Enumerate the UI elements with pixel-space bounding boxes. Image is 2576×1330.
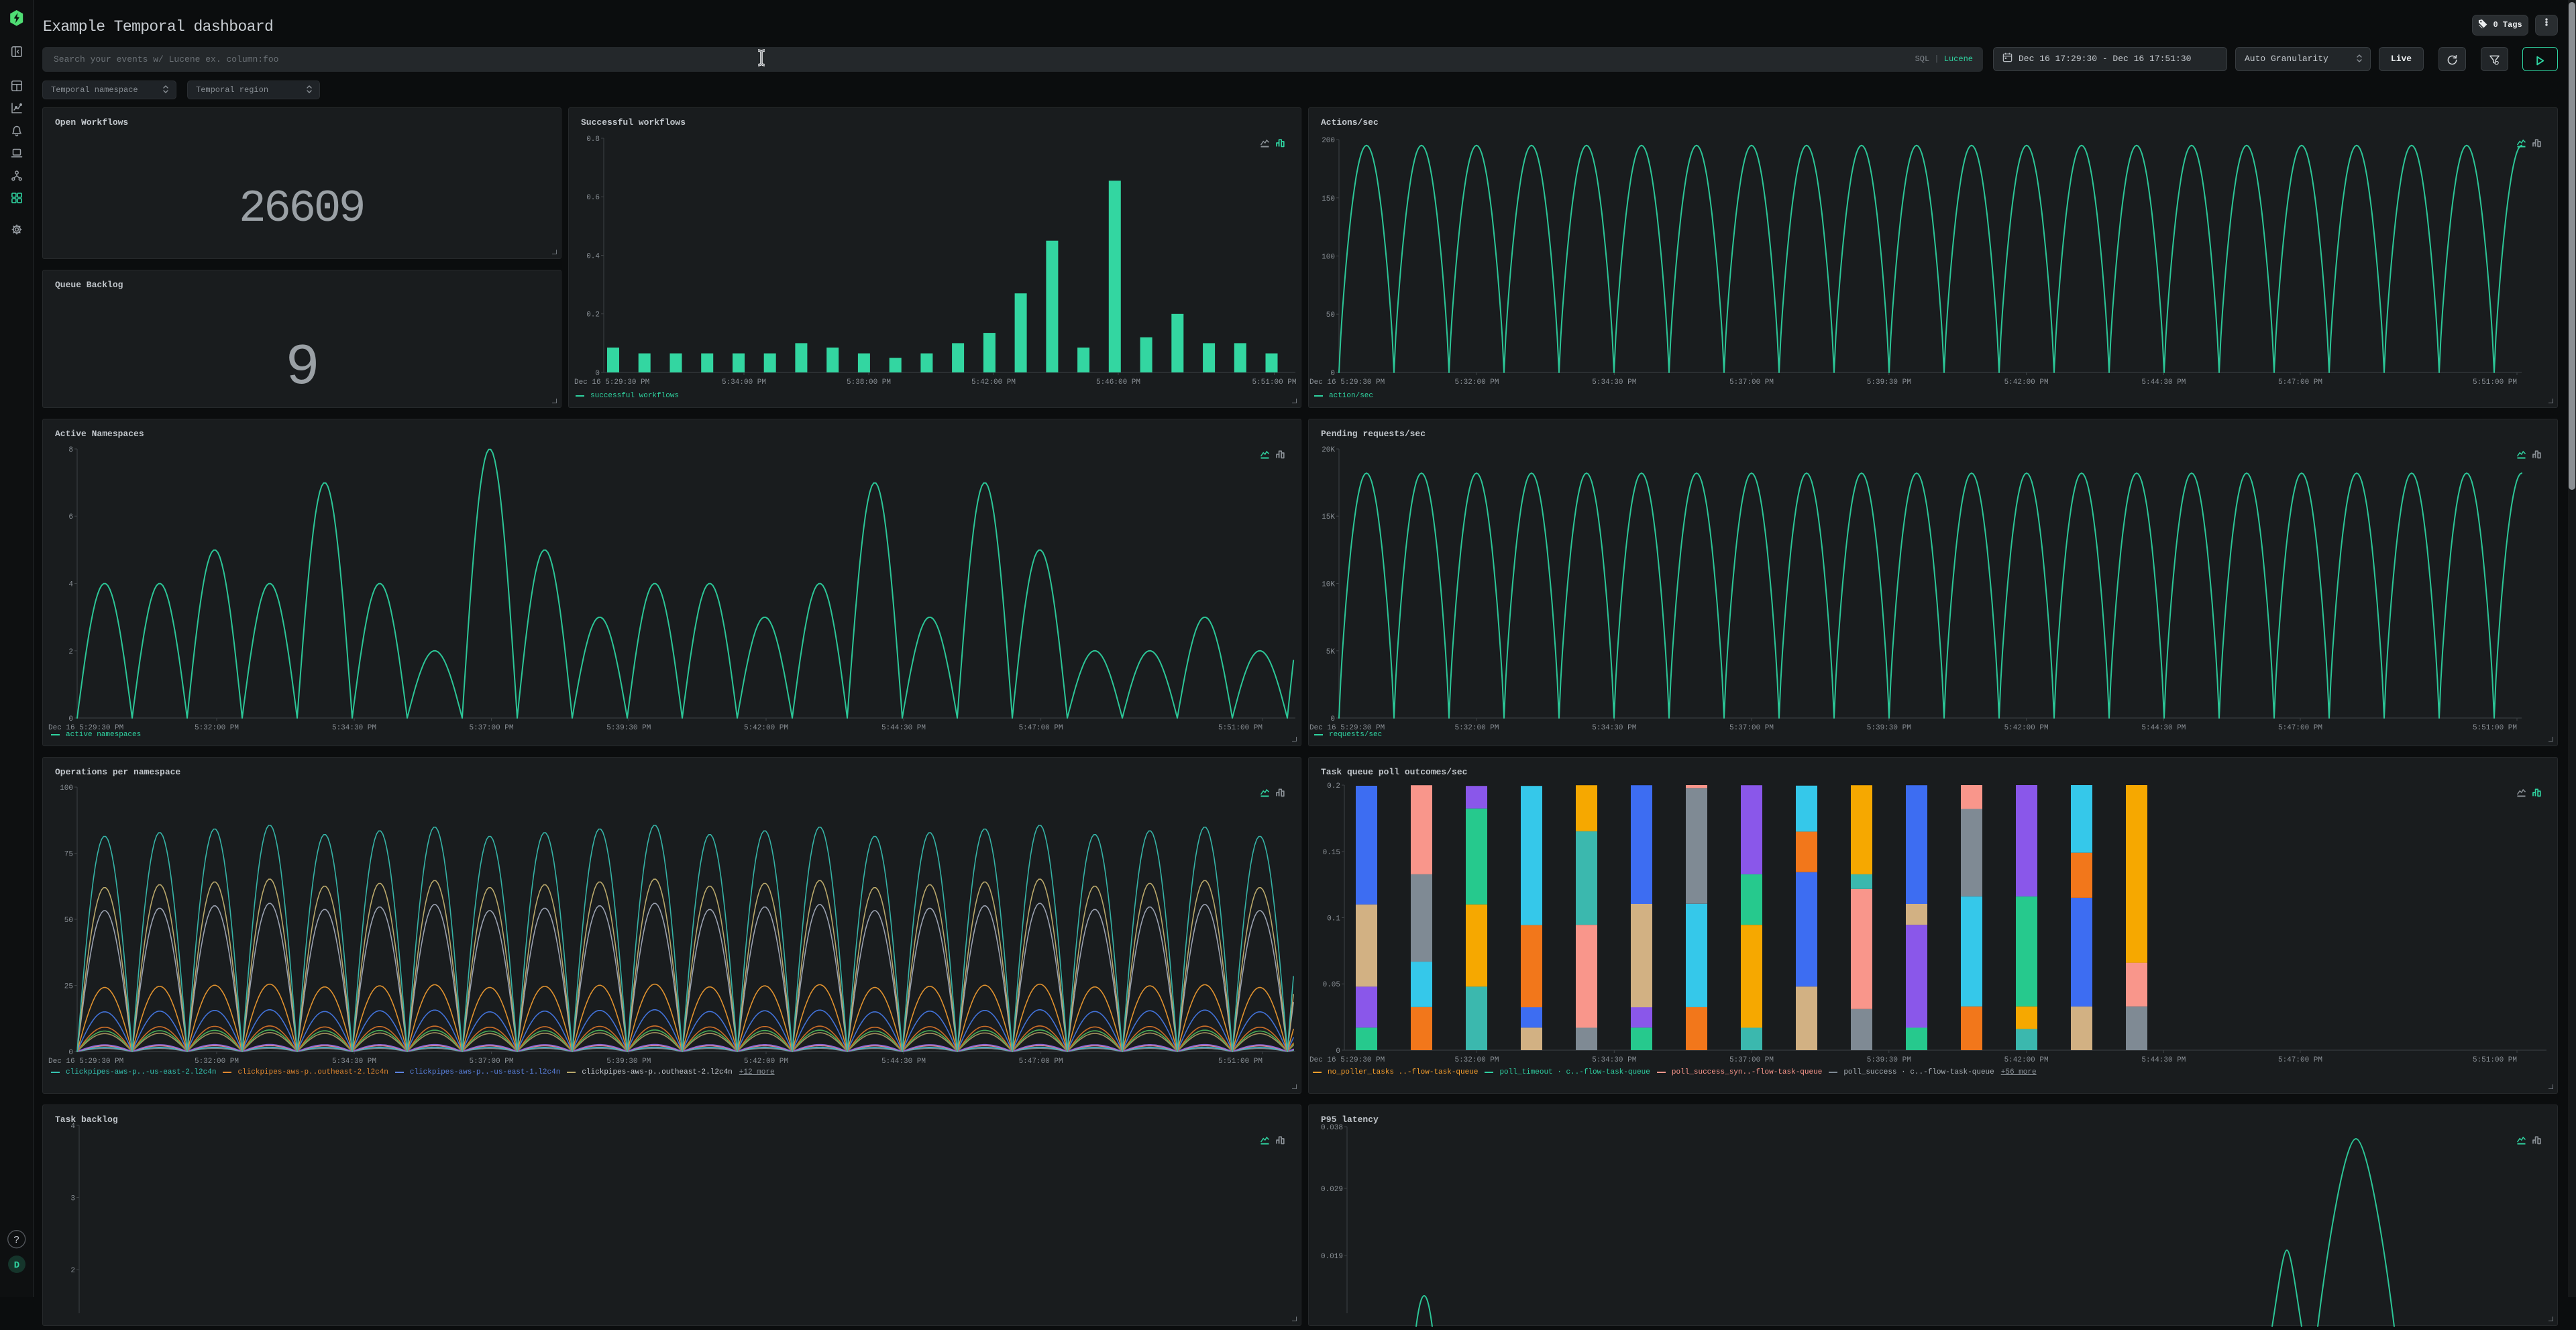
svg-text:5:32:00 PM: 5:32:00 PM [1454,378,1499,387]
svg-text:0.05: 0.05 [1323,981,1340,989]
svg-text:5:38:00 PM: 5:38:00 PM [847,378,891,387]
svg-text:5:32:00 PM: 5:32:00 PM [195,724,239,732]
svg-text:26609: 26609 [239,183,364,235]
svg-text:5:47:00 PM: 5:47:00 PM [1019,1058,1063,1066]
svg-text:100: 100 [1322,254,1335,262]
svg-text:15K: 15K [1322,513,1335,521]
svg-text:Dec 16 5:29:30 PM: Dec 16 5:29:30 PM [48,724,123,732]
svg-text:5:44:30 PM: 5:44:30 PM [2141,1056,2186,1064]
svg-text:5:37:00 PM: 5:37:00 PM [469,1058,513,1066]
svg-text:150: 150 [1322,195,1335,203]
svg-text:5:39:30 PM: 5:39:30 PM [1867,1056,1911,1064]
svg-text:5:34:00 PM: 5:34:00 PM [722,378,766,387]
svg-text:5:51:00 PM: 5:51:00 PM [1218,1058,1263,1066]
svg-text:5:42:00 PM: 5:42:00 PM [744,1058,788,1066]
svg-text:0.8: 0.8 [586,136,600,144]
svg-text:5K: 5K [1326,648,1336,656]
svg-text:Dec 16 5:29:30 PM: Dec 16 5:29:30 PM [48,1058,123,1066]
svg-text:5:34:30 PM: 5:34:30 PM [332,1058,376,1066]
svg-text:200: 200 [1322,137,1335,145]
svg-text:10K: 10K [1322,581,1335,589]
svg-text:5:37:00 PM: 5:37:00 PM [469,724,513,732]
svg-text:4: 4 [68,581,73,589]
svg-text:0.1: 0.1 [1327,915,1340,923]
svg-text:0.038: 0.038 [1321,1124,1343,1132]
svg-text:5:32:00 PM: 5:32:00 PM [1454,724,1499,732]
svg-text:5:37:00 PM: 5:37:00 PM [1729,1056,1774,1064]
svg-text:5:42:00 PM: 5:42:00 PM [2004,724,2049,732]
svg-text:0: 0 [1330,715,1335,723]
svg-text:0.6: 0.6 [586,194,600,202]
svg-text:0.019: 0.019 [1321,1253,1343,1261]
svg-text:5:51:00 PM: 5:51:00 PM [1218,724,1263,732]
svg-text:5:51:00 PM: 5:51:00 PM [2473,1056,2517,1064]
svg-text:100: 100 [60,784,73,792]
svg-text:9: 9 [285,335,320,401]
svg-text:0: 0 [1336,1047,1340,1056]
svg-text:5:32:00 PM: 5:32:00 PM [195,1058,239,1066]
svg-text:0: 0 [1330,370,1335,378]
svg-text:3: 3 [70,1195,75,1203]
svg-text:?: ? [13,1235,19,1246]
svg-text:5:34:30 PM: 5:34:30 PM [1592,1056,1636,1064]
svg-text:5:39:30 PM: 5:39:30 PM [1867,378,1911,387]
svg-text:20K: 20K [1322,446,1335,454]
svg-text:0.2: 0.2 [1327,782,1340,790]
svg-text:2: 2 [70,1267,75,1275]
svg-text:5:51:00 PM: 5:51:00 PM [2473,378,2517,387]
svg-text:Dec 16 5:29:30 PM: Dec 16 5:29:30 PM [574,378,649,387]
svg-text:5:37:00 PM: 5:37:00 PM [1729,724,1774,732]
svg-text:0.029: 0.029 [1321,1186,1343,1194]
svg-text:5:39:30 PM: 5:39:30 PM [1867,724,1911,732]
svg-text:5:34:30 PM: 5:34:30 PM [1592,724,1636,732]
svg-text:4: 4 [70,1123,75,1131]
svg-text:5:42:00 PM: 5:42:00 PM [2004,1056,2049,1064]
svg-text:2: 2 [68,648,73,656]
svg-text:5:47:00 PM: 5:47:00 PM [2278,724,2322,732]
svg-text:5:42:00 PM: 5:42:00 PM [2004,378,2049,387]
svg-text:50: 50 [64,917,73,925]
svg-text:0.4: 0.4 [586,253,600,261]
svg-text:Dec 16 5:29:30 PM: Dec 16 5:29:30 PM [1309,1056,1385,1064]
svg-text:5:37:00 PM: 5:37:00 PM [1729,378,1774,387]
svg-text:D: D [14,1260,19,1271]
svg-text:0.15: 0.15 [1323,849,1340,857]
svg-text:5:47:00 PM: 5:47:00 PM [2278,378,2322,387]
svg-text:5:44:30 PM: 5:44:30 PM [881,724,926,732]
svg-text:5:39:30 PM: 5:39:30 PM [606,1058,651,1066]
svg-text:50: 50 [1326,311,1335,319]
svg-text:5:47:00 PM: 5:47:00 PM [2278,1056,2322,1064]
svg-text:75: 75 [64,851,73,859]
svg-text:5:46:00 PM: 5:46:00 PM [1096,378,1140,387]
svg-text:5:44:30 PM: 5:44:30 PM [2141,378,2186,387]
svg-text:Dec 16 5:29:30 PM: Dec 16 5:29:30 PM [1309,378,1385,387]
svg-text:0.2: 0.2 [586,311,600,319]
svg-text:0: 0 [68,1049,73,1057]
svg-text:5:44:30 PM: 5:44:30 PM [2141,724,2186,732]
svg-text:8: 8 [68,446,73,454]
svg-text:5:39:30 PM: 5:39:30 PM [606,724,651,732]
svg-text:Dec 16 5:29:30 PM: Dec 16 5:29:30 PM [1309,724,1385,732]
svg-text:5:42:00 PM: 5:42:00 PM [971,378,1016,387]
svg-text:5:42:00 PM: 5:42:00 PM [744,724,788,732]
svg-text:5:47:00 PM: 5:47:00 PM [1019,724,1063,732]
svg-text:5:32:00 PM: 5:32:00 PM [1454,1056,1499,1064]
svg-text:5:51:00 PM: 5:51:00 PM [2473,724,2517,732]
svg-text:5:34:30 PM: 5:34:30 PM [1592,378,1636,387]
svg-text:25: 25 [64,983,73,991]
svg-text:0: 0 [68,715,73,723]
svg-text:6: 6 [68,513,73,521]
svg-text:0: 0 [595,370,600,378]
svg-text:5:34:30 PM: 5:34:30 PM [332,724,376,732]
svg-text:5:44:30 PM: 5:44:30 PM [881,1058,926,1066]
svg-text:5:51:00 PM: 5:51:00 PM [1252,378,1296,387]
